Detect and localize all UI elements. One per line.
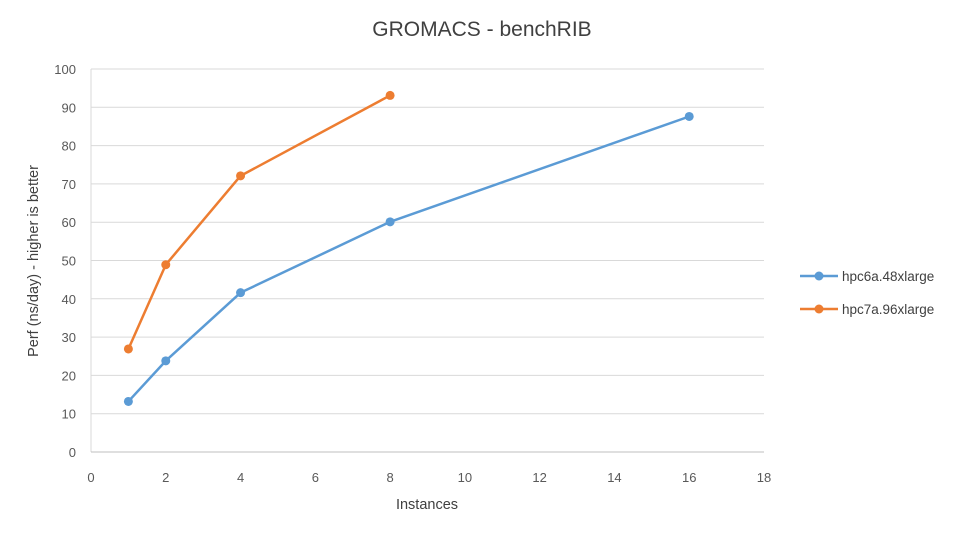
- legend-marker-icon: [814, 304, 824, 314]
- x-tick-label: 14: [607, 470, 621, 485]
- x-tick-label: 8: [386, 470, 393, 485]
- y-tick-label: 50: [62, 254, 76, 269]
- x-tick-label: 6: [312, 470, 319, 485]
- y-tick-label: 30: [62, 330, 76, 345]
- y-tick-label: 70: [62, 177, 76, 192]
- x-tick-label: 0: [87, 470, 94, 485]
- x-axis-ticks: 0 2 4 6 8 10 12 14 16 18: [87, 470, 771, 485]
- y-tick-label: 0: [69, 445, 76, 460]
- data-point-marker: [123, 396, 133, 406]
- x-tick-label: 18: [757, 470, 771, 485]
- y-axis-ticks: 0 10 20 30 40 50 60 70 80 90 100: [54, 62, 76, 460]
- series-line: [127, 94, 391, 350]
- x-axis-label: Instances: [396, 497, 458, 513]
- y-tick-label: 40: [62, 292, 76, 307]
- y-tick-label: 100: [54, 62, 76, 77]
- data-point-marker: [385, 217, 395, 227]
- y-axis-label: Perf (ns/day) - higher is better: [26, 165, 42, 357]
- data-point-marker: [161, 356, 171, 366]
- x-tick-label: 12: [532, 470, 546, 485]
- data-point-marker: [123, 344, 133, 354]
- data-point-marker: [161, 260, 171, 270]
- y-tick-label: 10: [62, 407, 76, 422]
- legend-item: hpc7a.96xlarge: [800, 302, 934, 317]
- series-hpc7a.96xlarge: [123, 90, 395, 354]
- y-tick-label: 80: [62, 139, 76, 154]
- data-point-marker: [684, 111, 694, 121]
- legend-marker-icon: [814, 271, 824, 281]
- x-tick-label: 10: [458, 470, 472, 485]
- y-tick-label: 60: [62, 215, 76, 230]
- data-point-marker: [236, 288, 246, 298]
- series-hpc6a.48xlarge: [123, 111, 694, 406]
- series-line: [127, 115, 690, 403]
- legend-label: hpc6a.48xlarge: [842, 269, 934, 284]
- x-tick-label: 2: [162, 470, 169, 485]
- legend-item: hpc6a.48xlarge: [800, 269, 934, 284]
- legend: hpc6a.48xlarge hpc7a.96xlarge: [800, 269, 934, 317]
- y-tick-label: 90: [62, 100, 76, 115]
- chart-title: GROMACS - benchRIB: [372, 18, 592, 41]
- legend-label: hpc7a.96xlarge: [842, 302, 934, 317]
- data-point-marker: [385, 90, 395, 100]
- series-lines: [123, 90, 694, 406]
- y-tick-label: 20: [62, 368, 76, 383]
- data-point-marker: [236, 171, 246, 181]
- x-tick-label: 16: [682, 470, 696, 485]
- gridlines: [90, 68, 764, 453]
- x-tick-label: 4: [237, 470, 244, 485]
